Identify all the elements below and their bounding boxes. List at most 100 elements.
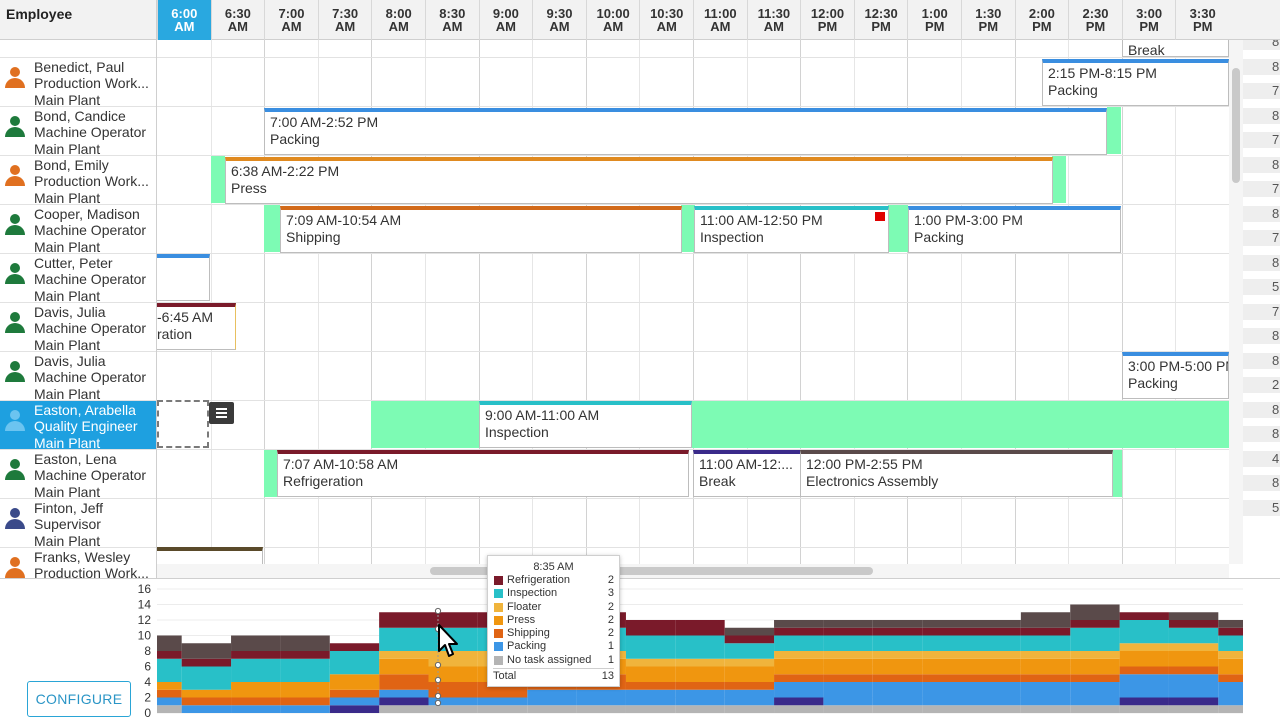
shift-block[interactable]: 6:38 AM-2:22 PM Press: [225, 157, 1053, 204]
area-segment: [329, 674, 380, 690]
employee-site: Main Plant: [34, 140, 101, 157]
time-slot-header[interactable]: 9:00 AM: [478, 0, 533, 40]
employee-row[interactable]: Easton, Arabella Quality Engineer Main Pla…: [0, 401, 156, 451]
time-slot-header[interactable]: 10:00 AM: [585, 0, 640, 40]
tooltip-item-name: Shipping: [507, 627, 550, 640]
time-slot-header[interactable]: 8:00 AM: [371, 0, 425, 40]
time-slot-header[interactable]: 12:00 PM: [800, 0, 854, 40]
employee-row[interactable]: Finton, Jeff Supervisor Main Plant: [0, 499, 156, 549]
summary-count: 8: [1243, 58, 1280, 75]
time-slot-header[interactable]: 6:00 AM: [157, 0, 211, 40]
area-segment: [1218, 651, 1243, 659]
employee-row[interactable]: Davis, Julia Machine Operator Main Plant: [0, 352, 156, 402]
vertical-scroll-thumb[interactable]: [1232, 68, 1240, 183]
employee-row[interactable]: Cutter, Peter Machine Operator Main Plant: [0, 254, 156, 304]
area-segment: [1070, 627, 1120, 651]
time-slot-header[interactable]: 2:00 PM: [1014, 0, 1069, 40]
series-no-task-assigned: [157, 705, 1243, 713]
shift-block[interactable]: 3:00 PM-5:00 PM Packing: [1122, 352, 1229, 399]
time-slot-header[interactable]: 3:00 PM: [1121, 0, 1176, 40]
area-segment: [428, 697, 478, 706]
employee-row[interactable]: Bond, Candice Machine Operator Main Plant: [0, 107, 156, 157]
timeline-header: Employee 6:00 AM 6:30 AM 7:00 AM 7:30 AM 8:0…: [0, 0, 1280, 40]
horizontal-scroll-thumb[interactable]: [430, 567, 873, 575]
shift-block[interactable]: 2:15 PM-8:15 PM Packing: [1042, 59, 1229, 106]
availability-bar: [1052, 156, 1066, 203]
time-slot-header[interactable]: 7:30 AM: [317, 0, 372, 40]
coverage-chart[interactable]: 16 14 12 10 8 6 4 2 0 CONFIGURE: [0, 578, 1280, 720]
shift-block[interactable]: 7:09 AM-10:54 AM Shipping: [280, 206, 682, 253]
time-slot-header[interactable]: 6:30 AM: [210, 0, 265, 40]
area-segment: [675, 689, 725, 706]
shift-block[interactable]: 1:00 PM-3:00 PM Packing: [908, 206, 1121, 253]
area-segment: [428, 666, 478, 682]
shift-block[interactable]: [157, 547, 263, 564]
tooltip-row: Inspection 3: [488, 587, 619, 600]
hover-dot: [434, 692, 442, 700]
employee-row[interactable]: Easton, Lena Machine Operator Main Plant: [0, 450, 156, 500]
shift-block[interactable]: [157, 254, 210, 301]
summary-count: 8: [1243, 254, 1280, 271]
time-slot-header[interactable]: 7:00 AM: [264, 0, 318, 40]
employee-column-header[interactable]: Employee: [0, 0, 157, 40]
employee-row[interactable]: Bond, Emily Production Work... Main Plant: [0, 156, 156, 206]
time-slot-header[interactable]: 9:30 AM: [532, 0, 586, 40]
area-segment: [280, 635, 330, 651]
time-slot-header[interactable]: 10:30 AM: [639, 0, 693, 40]
area-segment: [1070, 620, 1120, 628]
shift-block[interactable]: -6:45 AM ration: [157, 303, 236, 350]
time-slot-header[interactable]: 8:30 AM: [425, 0, 479, 40]
area-segment: [379, 658, 429, 675]
area-segment: [724, 643, 775, 659]
shift-block[interactable]: 12:00 PM-2:55 PM Electronics Assembly: [800, 450, 1113, 497]
area-segment: [724, 682, 775, 690]
area-segment: [774, 651, 824, 659]
time-slot-header[interactable]: 3:30 PM: [1175, 0, 1229, 40]
employee-site: Main Plant: [34, 336, 101, 353]
area-segment: [1119, 705, 1169, 713]
employee-row[interactable]: Franks, Wesley Production Work...: [0, 548, 156, 578]
area-segment: [823, 674, 873, 682]
employee-row[interactable]: Benedict, Paul Production Work... Main Pla…: [0, 58, 156, 108]
time-slot-header[interactable]: 11:00 AM: [693, 0, 747, 40]
horizontal-scrollbar[interactable]: [157, 564, 1229, 578]
shift-block[interactable]: 11:00 AM-12:50 PM Inspection: [694, 206, 889, 253]
time-slot-header[interactable]: 11:30 AM: [746, 0, 801, 40]
menu-icon[interactable]: [209, 402, 234, 424]
area-segment: [625, 635, 676, 659]
area-segment: [971, 635, 1021, 651]
grid-hline: [157, 498, 1229, 499]
tooltip-row: Floater 2: [488, 601, 619, 614]
flag-icon[interactable]: [875, 212, 885, 221]
vertical-scrollbar[interactable]: [1229, 40, 1243, 564]
drop-target[interactable]: [157, 400, 209, 448]
time-slot-label: 3:00 PM: [1136, 6, 1163, 34]
area-segment: [1218, 658, 1243, 675]
area-segment: [181, 689, 232, 698]
shift-block[interactable]: 7:07 AM-10:58 AM Refrigeration: [277, 450, 689, 497]
configure-button[interactable]: CONFIGURE: [27, 681, 131, 717]
time-slot-header[interactable]: 1:00 PM: [907, 0, 961, 40]
time-slot-header[interactable]: 1:30 PM: [961, 0, 1015, 40]
shift-block[interactable]: 9:00 AM-11:00 AM Inspection: [479, 401, 692, 448]
area-segment: [329, 697, 380, 706]
time-slot-header[interactable]: 12:30 PM: [853, 0, 908, 40]
time-slot-header[interactable]: 2:30 PM: [1068, 0, 1122, 40]
employee-row[interactable]: Cooper, Madison Machine Operator Main Plan…: [0, 205, 156, 255]
tooltip-item-count: 2: [607, 613, 614, 626]
area-segment: [527, 705, 577, 713]
area-segment: [922, 635, 972, 651]
time-slot-label: 6:30 AM: [224, 6, 251, 34]
employee-row[interactable]: Davis, Julia Machine Operator Main Plant: [0, 303, 156, 353]
time-slot-label: 7:30 AM: [332, 6, 359, 34]
shift-block[interactable]: Break: [1122, 40, 1229, 57]
shift-block[interactable]: 11:00 AM-12:... Break: [693, 450, 801, 497]
schedule-grid[interactable]: Break 2:15 PM-8:15 PM Packing 7:00 AM-2:…: [157, 40, 1229, 564]
area-segment: [625, 666, 676, 682]
area-segment: [675, 620, 725, 636]
area-segment: [675, 705, 725, 713]
shift-block[interactable]: 7:00 AM-2:52 PM Packing: [264, 108, 1107, 155]
